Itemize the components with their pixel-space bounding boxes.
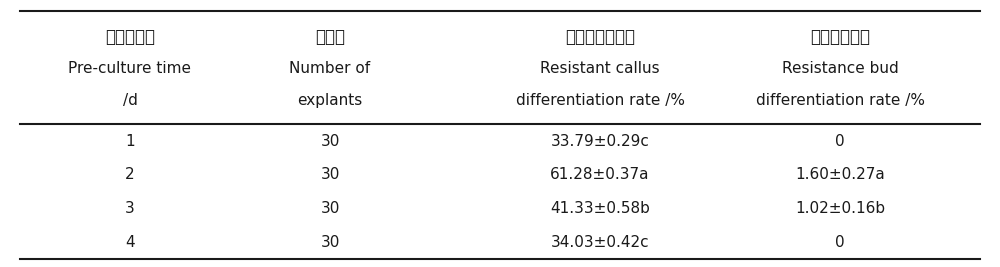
Text: 30: 30	[320, 134, 340, 148]
Text: 1: 1	[125, 134, 135, 148]
Text: Resistance bud: Resistance bud	[782, 61, 898, 76]
Text: 0: 0	[835, 235, 845, 250]
Text: Pre-culture time: Pre-culture time	[68, 61, 192, 76]
Text: 暗培养时间: 暗培养时间	[105, 28, 155, 46]
Text: 30: 30	[320, 201, 340, 216]
Text: 1.60±0.27a: 1.60±0.27a	[795, 167, 885, 182]
Text: 抗性芽分化率: 抗性芽分化率	[810, 28, 870, 46]
Text: Resistant callus: Resistant callus	[540, 61, 660, 76]
Text: 41.33±0.58b: 41.33±0.58b	[550, 201, 650, 216]
Text: 61.28±0.37a: 61.28±0.37a	[550, 167, 650, 182]
Text: 1.02±0.16b: 1.02±0.16b	[795, 201, 885, 216]
Text: 0: 0	[835, 134, 845, 148]
Text: 2: 2	[125, 167, 135, 182]
Text: 33.79±0.29c: 33.79±0.29c	[551, 134, 649, 148]
Text: explants: explants	[297, 93, 363, 108]
Text: 接种数: 接种数	[315, 28, 345, 46]
Text: 30: 30	[320, 235, 340, 250]
Text: differentiation rate /%: differentiation rate /%	[516, 93, 684, 108]
Text: 抗性愈伤分化率: 抗性愈伤分化率	[565, 28, 635, 46]
Text: 4: 4	[125, 235, 135, 250]
Text: differentiation rate /%: differentiation rate /%	[756, 93, 924, 108]
Text: 30: 30	[320, 167, 340, 182]
Text: /d: /d	[123, 93, 137, 108]
Text: Number of: Number of	[289, 61, 371, 76]
Text: 34.03±0.42c: 34.03±0.42c	[551, 235, 649, 250]
Text: 3: 3	[125, 201, 135, 216]
